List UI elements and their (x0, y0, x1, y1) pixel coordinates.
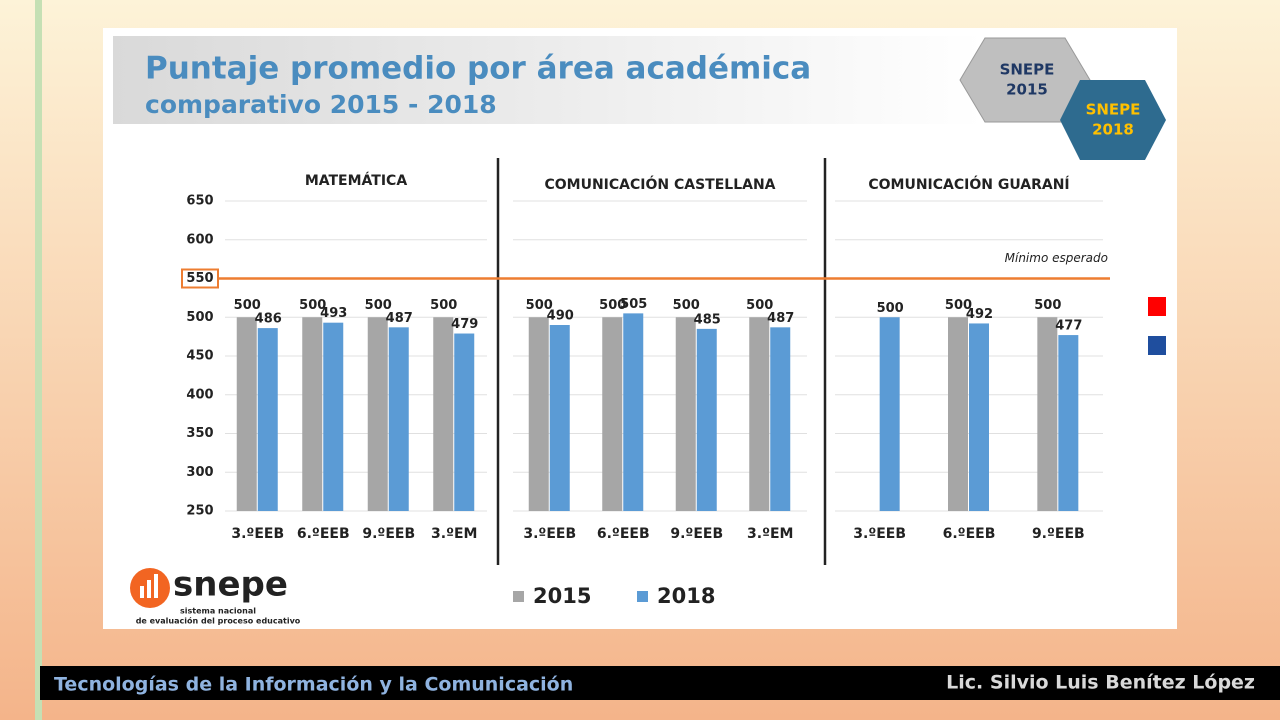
bar (675, 317, 696, 511)
y-tick-label: 550 (186, 271, 213, 286)
value-label: 500 (599, 298, 626, 313)
value-label: 500 (365, 298, 392, 313)
value-label: 505 (620, 297, 647, 312)
y-tick-label: 250 (186, 504, 213, 519)
value-label: 486 (255, 312, 282, 327)
legend-label: 2018 (657, 584, 715, 608)
accent-bar (35, 0, 42, 720)
y-tick-label: 300 (186, 465, 213, 480)
value-label: 500 (1034, 298, 1061, 313)
header-band (113, 36, 983, 124)
value-label: 500 (430, 298, 457, 313)
y-tick-label: 450 (186, 349, 213, 364)
x-tick-label: 3.ºEEB (853, 526, 906, 542)
bar (948, 317, 968, 511)
bar (323, 322, 344, 511)
x-tick-label: 6.ºEEB (297, 526, 350, 542)
value-label: 500 (299, 298, 326, 313)
bar (879, 317, 900, 511)
bar (236, 317, 257, 511)
logo-icon (147, 580, 151, 598)
reference-label: Mínimo esperado (1005, 251, 1108, 265)
badge-text: 2015 (1006, 81, 1048, 99)
chart-title: MATEMÁTICA (305, 172, 408, 189)
legend-swatch (1148, 336, 1166, 355)
legend-swatch (513, 591, 524, 602)
value-label: 500 (526, 298, 553, 313)
footer-left: Tecnologías de la Información y la Comun… (54, 674, 573, 696)
footer-right: Lic. Silvio Luis Benítez López (946, 672, 1255, 694)
x-tick-label: 3.ºEM (431, 526, 477, 542)
chart-title: COMUNICACIÓN CASTELLANA (544, 175, 775, 193)
x-tick-label: 6.ºEEB (943, 526, 996, 542)
bar (528, 317, 549, 511)
bar (549, 325, 570, 511)
title: Puntaje promedio por área académica (145, 51, 811, 87)
logo: snepe sistema nacional de evaluación del… (130, 565, 301, 626)
bar (770, 327, 791, 511)
value-label: 487 (767, 311, 794, 326)
bar (969, 323, 989, 511)
bar (257, 328, 278, 511)
x-tick-label: 9.ºEEB (362, 526, 415, 542)
legend-swatch (637, 591, 648, 602)
badge-text: SNEPE (1000, 61, 1055, 79)
value-label: 500 (673, 298, 700, 313)
value-label: 487 (386, 311, 413, 326)
y-tick-label: 600 (186, 232, 213, 247)
x-tick-label: 3.ºEEB (231, 526, 284, 542)
bar (367, 317, 388, 511)
legend-label: 2015 (533, 584, 591, 608)
subtitle: comparativo 2015 - 2018 (145, 90, 497, 119)
y-tick-label: 350 (186, 426, 213, 441)
footer-bar (40, 666, 1280, 700)
bar (1037, 317, 1058, 511)
value-label: 493 (320, 306, 347, 321)
bar (1058, 335, 1079, 511)
y-tick-label: 400 (186, 387, 213, 402)
bar (433, 317, 454, 511)
y-tick-label: 500 (186, 310, 213, 325)
bar (749, 317, 770, 511)
badge (1060, 80, 1166, 160)
bar (602, 317, 623, 511)
x-tick-label: 3.ºEM (747, 526, 793, 542)
logo-text: sistema nacional (180, 607, 256, 616)
logo-name: snepe (173, 565, 288, 605)
y-tick-label: 650 (186, 194, 213, 209)
value-label: 500 (234, 298, 261, 313)
value-label: 479 (451, 317, 478, 332)
x-tick-label: 6.ºEEB (597, 526, 650, 542)
x-tick-label: 9.ºEEB (670, 526, 723, 542)
chart-title: COMUNICACIÓN GUARANÍ (868, 175, 1069, 193)
bar (302, 317, 323, 511)
value-label: 490 (547, 309, 574, 324)
bar (454, 333, 475, 511)
x-tick-label: 9.ºEEB (1032, 526, 1085, 542)
x-tick-label: 3.ºEEB (523, 526, 576, 542)
logo-icon (140, 586, 144, 598)
bar (623, 313, 644, 511)
badge-text: 2018 (1092, 121, 1134, 139)
badge-text: SNEPE (1086, 101, 1141, 119)
value-label: 477 (1055, 319, 1082, 334)
bar (696, 328, 717, 511)
value-label: 500 (877, 301, 904, 316)
value-label: 492 (966, 307, 993, 322)
logo-text: de evaluación del proceso educativo (136, 616, 301, 626)
value-label: 500 (945, 298, 972, 313)
value-label: 485 (694, 312, 721, 327)
value-label: 500 (746, 298, 773, 313)
legend-swatch (1148, 297, 1166, 316)
bar (388, 327, 409, 511)
logo-icon (154, 574, 158, 598)
